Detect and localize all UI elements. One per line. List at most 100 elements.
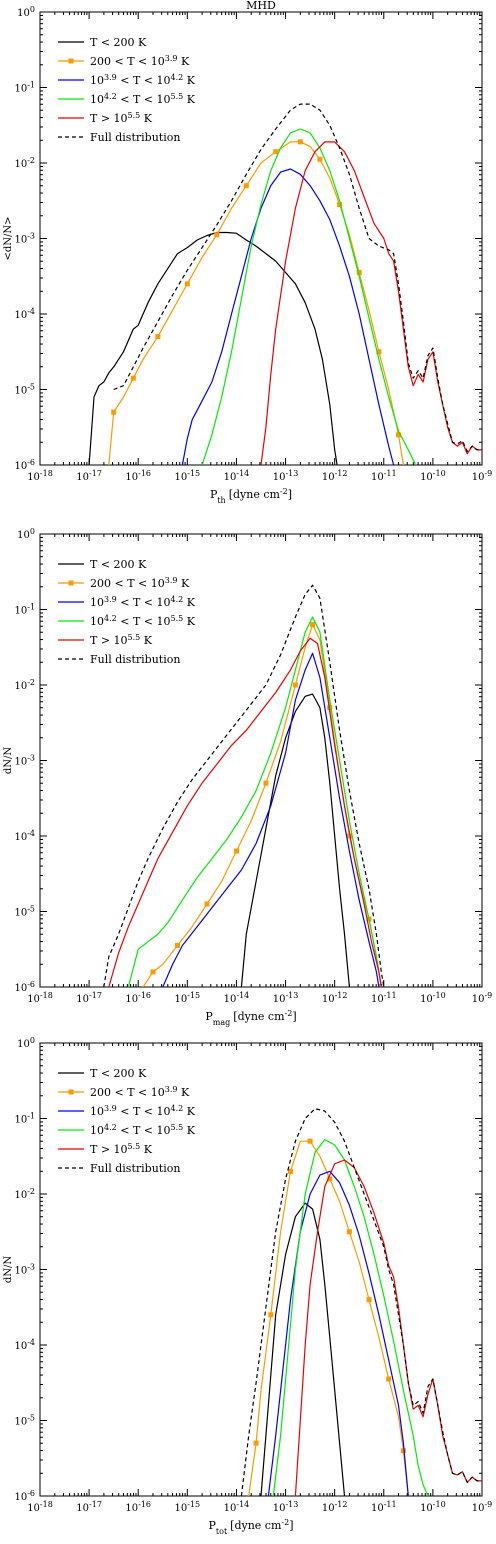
legend-marker — [68, 58, 74, 64]
legend-label-warm: 200 < T < 103.9 K — [90, 576, 190, 591]
tick-exponent: -9 — [484, 1500, 492, 1509]
series-line-full — [240, 1108, 482, 1496]
legend-text-part: 200 < T < 10 — [90, 1086, 165, 1099]
data-point — [263, 780, 269, 786]
y-axis-label: <dN/N> — [3, 216, 14, 260]
x-tick-label: 10-14 — [224, 991, 250, 1006]
y-tick-label: 10-1 — [14, 602, 35, 617]
tick-exponent: -16 — [138, 1500, 151, 1509]
tick-base: 10 — [76, 994, 89, 1005]
tick-base: 10 — [420, 994, 433, 1005]
tick-base: 10 — [371, 994, 384, 1005]
series-line-warm — [142, 624, 382, 987]
legend-text-part: T < 200 K — [90, 558, 147, 571]
legend-text-part: K — [140, 1143, 152, 1156]
legend-text-part: T > 10 — [90, 634, 128, 647]
y-tick-label: 10-6 — [14, 458, 35, 473]
x-tick-label: 10-9 — [472, 991, 493, 1006]
legend-text-part: T > 10 — [90, 1143, 128, 1156]
legend-text-part: 10 — [90, 596, 104, 609]
legend-text-part: < T < 10 — [117, 93, 171, 106]
tick-exponent: -1 — [27, 1111, 35, 1120]
panel-magnetic-pressure: 10-18 10-17 10-16 10-15 10-14 10-13 10-12 10-11… — [3, 527, 492, 1027]
legend-text-part: 10 — [90, 615, 104, 628]
y-tick-label: 10-3 — [14, 1262, 35, 1277]
x-tick-label: 10-17 — [76, 991, 102, 1006]
tick-base: 10 — [14, 310, 27, 321]
tick-base: 10 — [27, 994, 40, 1005]
x-label-base: P — [210, 488, 218, 501]
data-point — [130, 375, 136, 381]
legend-text-part: 10 — [90, 1124, 104, 1137]
series-line-hot — [127, 616, 382, 987]
x-tick-label: 10-17 — [76, 469, 102, 484]
x-tick-label: 10-18 — [27, 1500, 53, 1515]
legend-text-part: 5.5 — [171, 614, 184, 623]
legend-text-part: 5.5 — [128, 111, 141, 120]
legend-text-part: K — [177, 1086, 189, 1099]
tick-base: 10 — [14, 235, 27, 246]
legend-text-part: K — [177, 55, 189, 68]
tick-base: 10 — [27, 1503, 40, 1514]
x-label-unit-exponent: -2 — [281, 1518, 289, 1527]
tick-exponent: -17 — [89, 991, 102, 1000]
data-point — [376, 349, 382, 355]
y-tick-label: 10-4 — [14, 307, 35, 322]
legend-text-part: 5.5 — [128, 633, 141, 642]
series-line-cold — [240, 693, 350, 987]
tick-exponent: -18 — [40, 469, 53, 478]
tick-base: 10 — [472, 472, 485, 483]
legend-text-part: < T < 10 — [117, 596, 171, 609]
data-point — [253, 1440, 259, 1446]
x-tick-label: 10-10 — [420, 469, 446, 484]
series-line-full — [103, 584, 385, 987]
legend-text-part: T > 10 — [90, 112, 128, 125]
data-point — [356, 269, 362, 275]
tick-base: 10 — [76, 1503, 89, 1514]
tick-exponent: -6 — [27, 1489, 35, 1498]
x-tick-label: 10-11 — [371, 469, 397, 484]
tick-exponent: -11 — [384, 1500, 397, 1509]
tick-exponent: -14 — [236, 469, 249, 478]
tick-exponent: 0 — [30, 5, 35, 14]
tick-exponent: -15 — [187, 991, 200, 1000]
series-line-veryhot — [294, 1159, 482, 1496]
tick-exponent: -18 — [40, 991, 53, 1000]
tick-base: 10 — [14, 832, 27, 843]
x-tick-label: 10-17 — [76, 1500, 102, 1515]
legend-label-full: Full distribution — [90, 131, 180, 144]
tick-exponent: -14 — [236, 991, 249, 1000]
legend-text-part: 3.9 — [165, 1085, 178, 1094]
tick-base: 10 — [17, 8, 30, 19]
y-tick-label: 10-6 — [14, 980, 35, 995]
legend-text-part: 3.9 — [165, 54, 178, 63]
series-line-unstable — [267, 1170, 409, 1496]
tick-base: 10 — [17, 1039, 30, 1050]
legend-text-part: K — [177, 577, 189, 590]
legend-label-unstable: 103.9 < T < 104.2 K — [90, 73, 196, 88]
legend-text-part: Full distribution — [90, 653, 180, 666]
chart-title: MHD — [246, 0, 276, 12]
x-label-sub: mag — [213, 1018, 230, 1027]
tick-exponent: -15 — [187, 1500, 200, 1509]
legend-label-hot: 104.2 < T < 105.5 K — [90, 92, 196, 107]
x-tick-label: 10-9 — [472, 469, 493, 484]
tick-exponent: -15 — [187, 469, 200, 478]
x-tick-label: 10-16 — [125, 469, 151, 484]
plot-area — [240, 1108, 482, 1496]
tick-exponent: -12 — [335, 469, 348, 478]
legend-text-part: K — [183, 1105, 195, 1118]
y-axis-label: dN/N — [3, 747, 14, 775]
tick-exponent: -9 — [484, 991, 492, 1000]
x-label-unit-exponent: -2 — [280, 487, 288, 496]
legend-text-part: 3.9 — [104, 73, 117, 82]
series-line-cold — [88, 231, 338, 465]
x-tick-label: 10-10 — [420, 1500, 446, 1515]
tick-base: 10 — [14, 1115, 27, 1126]
x-label-unit: [dyne cm — [230, 1519, 282, 1532]
y-tick-label: 100 — [17, 1036, 35, 1051]
legend-marker — [68, 580, 74, 586]
